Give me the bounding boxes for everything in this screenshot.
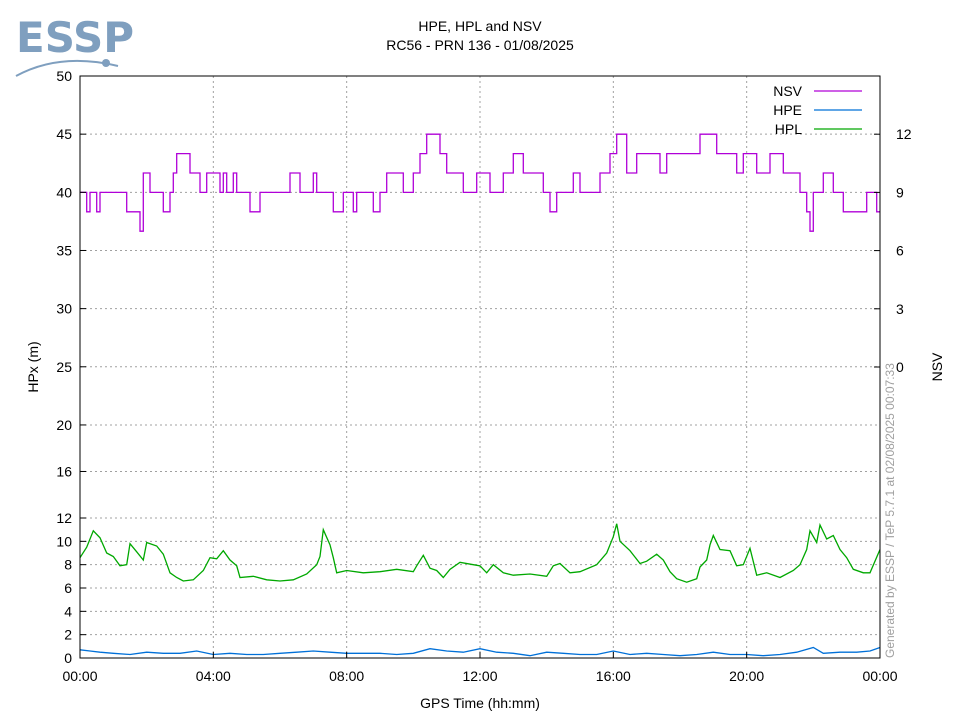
x-tick-label: 04:00 bbox=[196, 668, 231, 684]
x-axis-label: GPS Time (hh:mm) bbox=[420, 695, 540, 711]
essp-logo-text: ESSP bbox=[16, 13, 134, 62]
y-tick-label: 2 bbox=[64, 627, 72, 643]
x-tick-label: 00:00 bbox=[62, 668, 97, 684]
y2-tick-label: 9 bbox=[896, 184, 904, 200]
y2-tick-label: 6 bbox=[896, 243, 904, 259]
legend-label-nsv: NSV bbox=[773, 83, 802, 99]
y-tick-label: 10 bbox=[56, 533, 72, 549]
x-tick-label: 08:00 bbox=[329, 668, 364, 684]
y-tick-label: 8 bbox=[64, 557, 72, 573]
grid-lines bbox=[80, 76, 880, 658]
x-tick-label: 16:00 bbox=[596, 668, 631, 684]
series-line-hpe bbox=[79, 646, 881, 657]
y-tick-label: 16 bbox=[56, 463, 72, 479]
y2-tick-label: 0 bbox=[896, 359, 904, 375]
logo-dot-icon bbox=[102, 59, 110, 67]
chart-subtitle: RC56 - PRN 136 - 01/08/2025 bbox=[386, 37, 574, 53]
x-tick-label: 12:00 bbox=[462, 668, 497, 684]
series-line-nsv bbox=[80, 133, 880, 232]
y-tick-label: 0 bbox=[64, 650, 72, 666]
y-axis-label: HPx (m) bbox=[25, 341, 41, 392]
series-layer bbox=[79, 133, 881, 657]
y-tick-label: 20 bbox=[56, 417, 72, 433]
y-tick-label: 45 bbox=[56, 126, 72, 142]
y2-tick-label: 3 bbox=[896, 301, 904, 317]
y2-axis-label: NSV bbox=[929, 352, 945, 381]
legend-label-hpl: HPL bbox=[775, 121, 802, 137]
generated-by-credit: Generated by ESSP / TeP 5.7.1 at 02/08/2… bbox=[883, 363, 897, 658]
series-line-hpl bbox=[79, 522, 881, 583]
chart-title: HPE, HPL and NSV bbox=[418, 18, 542, 34]
y-tick-label: 50 bbox=[56, 68, 72, 84]
y-tick-label: 4 bbox=[64, 603, 72, 619]
y-tick-label: 12 bbox=[56, 510, 72, 526]
y2-tick-label: 12 bbox=[896, 126, 912, 142]
legend-label-hpe: HPE bbox=[773, 102, 802, 118]
chart-legend: NSV HPE HPL bbox=[773, 83, 862, 137]
x-tick-label: 20:00 bbox=[729, 668, 764, 684]
y-tick-label: 40 bbox=[56, 184, 72, 200]
essp-logo: ESSP bbox=[15, 13, 134, 77]
y-tick-label: 30 bbox=[56, 301, 72, 317]
x-tick-label: 00:00 bbox=[862, 668, 897, 684]
y-tick-label: 25 bbox=[56, 359, 72, 375]
y-tick-label: 6 bbox=[64, 580, 72, 596]
y-tick-label: 35 bbox=[56, 242, 72, 258]
axis-ticks: 0 2 4 6 8 10 12 16 20 25 30 35 40 45 50 0 3 6 9 12 00:00 04:0… bbox=[56, 68, 911, 684]
